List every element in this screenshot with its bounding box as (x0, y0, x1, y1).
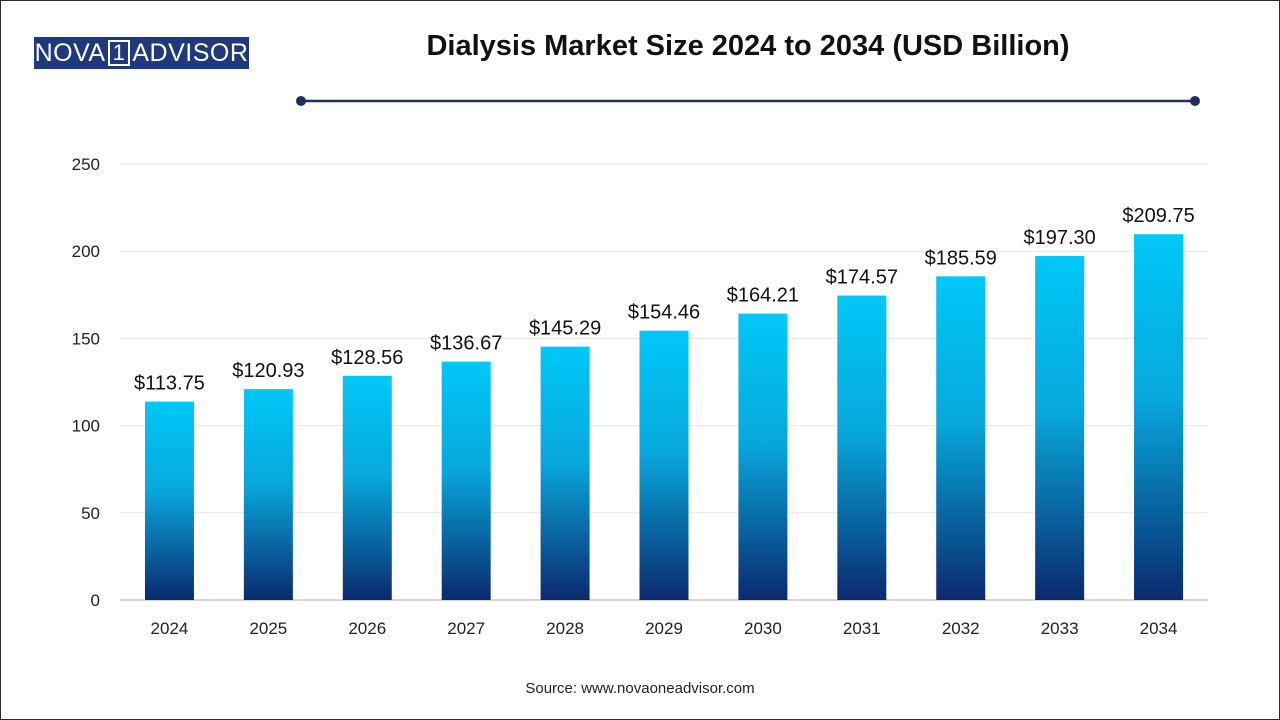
y-tick-label: 50 (81, 504, 100, 523)
title-rule (296, 96, 1200, 106)
source-note: Source: www.novaoneadvisor.com (525, 680, 755, 697)
data-label: $164.21 (727, 285, 799, 307)
x-tick-label: 2028 (546, 619, 584, 638)
x-tick-label: 2034 (1140, 619, 1178, 638)
brand-logo: NOVA 1 ADVISOR (34, 37, 249, 69)
x-tick-label: 2029 (645, 619, 683, 638)
x-tick-label: 2032 (942, 619, 980, 638)
bar (342, 375, 392, 600)
x-tick-label: 2024 (151, 619, 189, 638)
data-label: $120.93 (232, 360, 304, 382)
x-tick-label: 2030 (744, 619, 782, 638)
data-label: $113.75 (134, 373, 205, 395)
y-tick-label: 200 (72, 242, 100, 261)
x-tick-label: 2027 (447, 619, 485, 638)
y-tick-label: 250 (72, 155, 100, 174)
logo-text-right: ADVISOR (132, 38, 249, 67)
y-axis: 0 50 100 150 200 250 (72, 155, 100, 610)
bar (1134, 234, 1184, 601)
data-labels: $113.75 $120.93 $128.56 $136.67 $145.29 $154.… (134, 205, 1195, 394)
y-tick-label: 0 (91, 591, 100, 610)
x-axis: 2024 2025 2026 2027 2028 2029 2030 2031 2032 2033… (151, 619, 1178, 638)
title-rule-dot-right (1190, 96, 1200, 106)
bar (144, 401, 194, 600)
data-label: $209.75 (1122, 205, 1194, 227)
bar (936, 276, 986, 600)
y-tick-label: 150 (72, 329, 100, 348)
y-tick-label: 100 (72, 417, 100, 436)
x-tick-label: 2025 (249, 619, 287, 638)
data-label: $185.59 (925, 247, 997, 269)
bar (540, 346, 590, 600)
logo-text-mid: 1 (107, 40, 131, 66)
data-label: $174.57 (826, 267, 898, 289)
x-tick-label: 2033 (1041, 619, 1079, 638)
data-label: $145.29 (529, 318, 601, 340)
data-label: $197.30 (1023, 227, 1095, 249)
bar (639, 330, 689, 600)
logo-text-left: NOVA (34, 38, 106, 67)
bar (243, 389, 293, 600)
bar (441, 361, 491, 600)
data-label: $128.56 (331, 347, 403, 369)
bar (738, 313, 788, 600)
bar (837, 295, 887, 600)
x-tick-label: 2031 (843, 619, 881, 638)
data-label: $154.46 (628, 302, 700, 324)
chart-title: Dialysis Market Size 2024 to 2034 (USD B… (426, 30, 1070, 62)
data-label: $136.67 (430, 333, 502, 355)
title-rule-dot-left (296, 96, 306, 106)
bar (1035, 255, 1085, 600)
x-tick-label: 2026 (348, 619, 386, 638)
bars (144, 234, 1184, 601)
